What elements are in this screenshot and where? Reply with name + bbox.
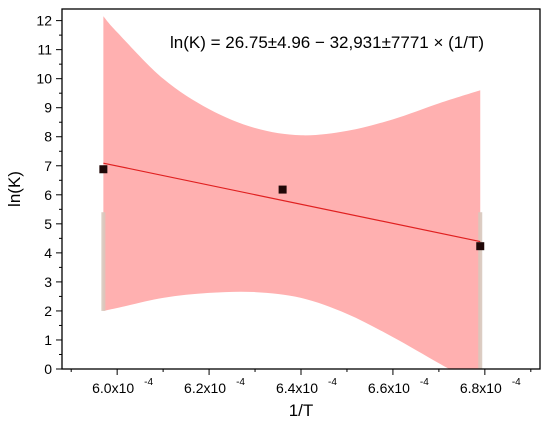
y-tick-label-13: 12 [36, 13, 52, 29]
confidence-band [103, 16, 481, 369]
x-tick-label-4: 6.6x10 [368, 380, 410, 396]
data-points-layer [99, 165, 485, 251]
x-tick-label-1: 6.0x10 [92, 380, 134, 396]
x-tick-label-2: 6.2x10 [184, 380, 226, 396]
y-axis-label: ln(K) [5, 171, 24, 207]
y-tick-label-9: 8 [44, 129, 52, 145]
fit-equation: ln(K) = 26.75±4.96 − 32,931±7771 × (1/T) [170, 33, 484, 52]
y-tick-label-4: 3 [44, 274, 52, 290]
x-tick-exponent-4: -4 [420, 377, 429, 388]
x-tick-exponent-2: -4 [236, 377, 245, 388]
y-tick-label-6: 5 [44, 216, 52, 232]
y-tick-label-2: 1 [44, 332, 52, 348]
band-edge-right [478, 212, 483, 369]
x-tick-exponent-3: -4 [328, 377, 337, 388]
fit-line-layer [103, 162, 481, 243]
confidence-band-layer [101, 16, 483, 369]
data-point-3 [476, 242, 485, 251]
data-point-2 [278, 185, 287, 194]
y-tick-label-12: 11 [37, 42, 52, 58]
x-tick-exponent-5: -4 [512, 377, 521, 388]
y-tick-label-11: 10 [36, 71, 52, 87]
y-tick-label-7: 6 [44, 187, 52, 203]
data-point-1 [99, 165, 108, 174]
x-ticks-layer: 6.0x10 -4 6.2x10 -4 6.4x10 -4 6.6x10 -4 6.8x10 -4 [70, 369, 532, 396]
y-tick-label-3: 2 [44, 303, 52, 319]
y-tick-label-10: 9 [44, 100, 52, 116]
y-tick-label-8: 7 [44, 158, 52, 174]
y-tick-label-1: 0 [44, 361, 52, 377]
y-tick-label-5: 4 [44, 245, 52, 261]
band-edge-left [101, 212, 106, 311]
x-axis-label: 1/T [289, 401, 314, 420]
x-tick-exponent-1: -4 [144, 377, 153, 388]
x-tick-label-3: 6.4x10 [276, 380, 318, 396]
fit-line [103, 162, 481, 243]
x-tick-label-5: 6.8x10 [460, 380, 502, 396]
